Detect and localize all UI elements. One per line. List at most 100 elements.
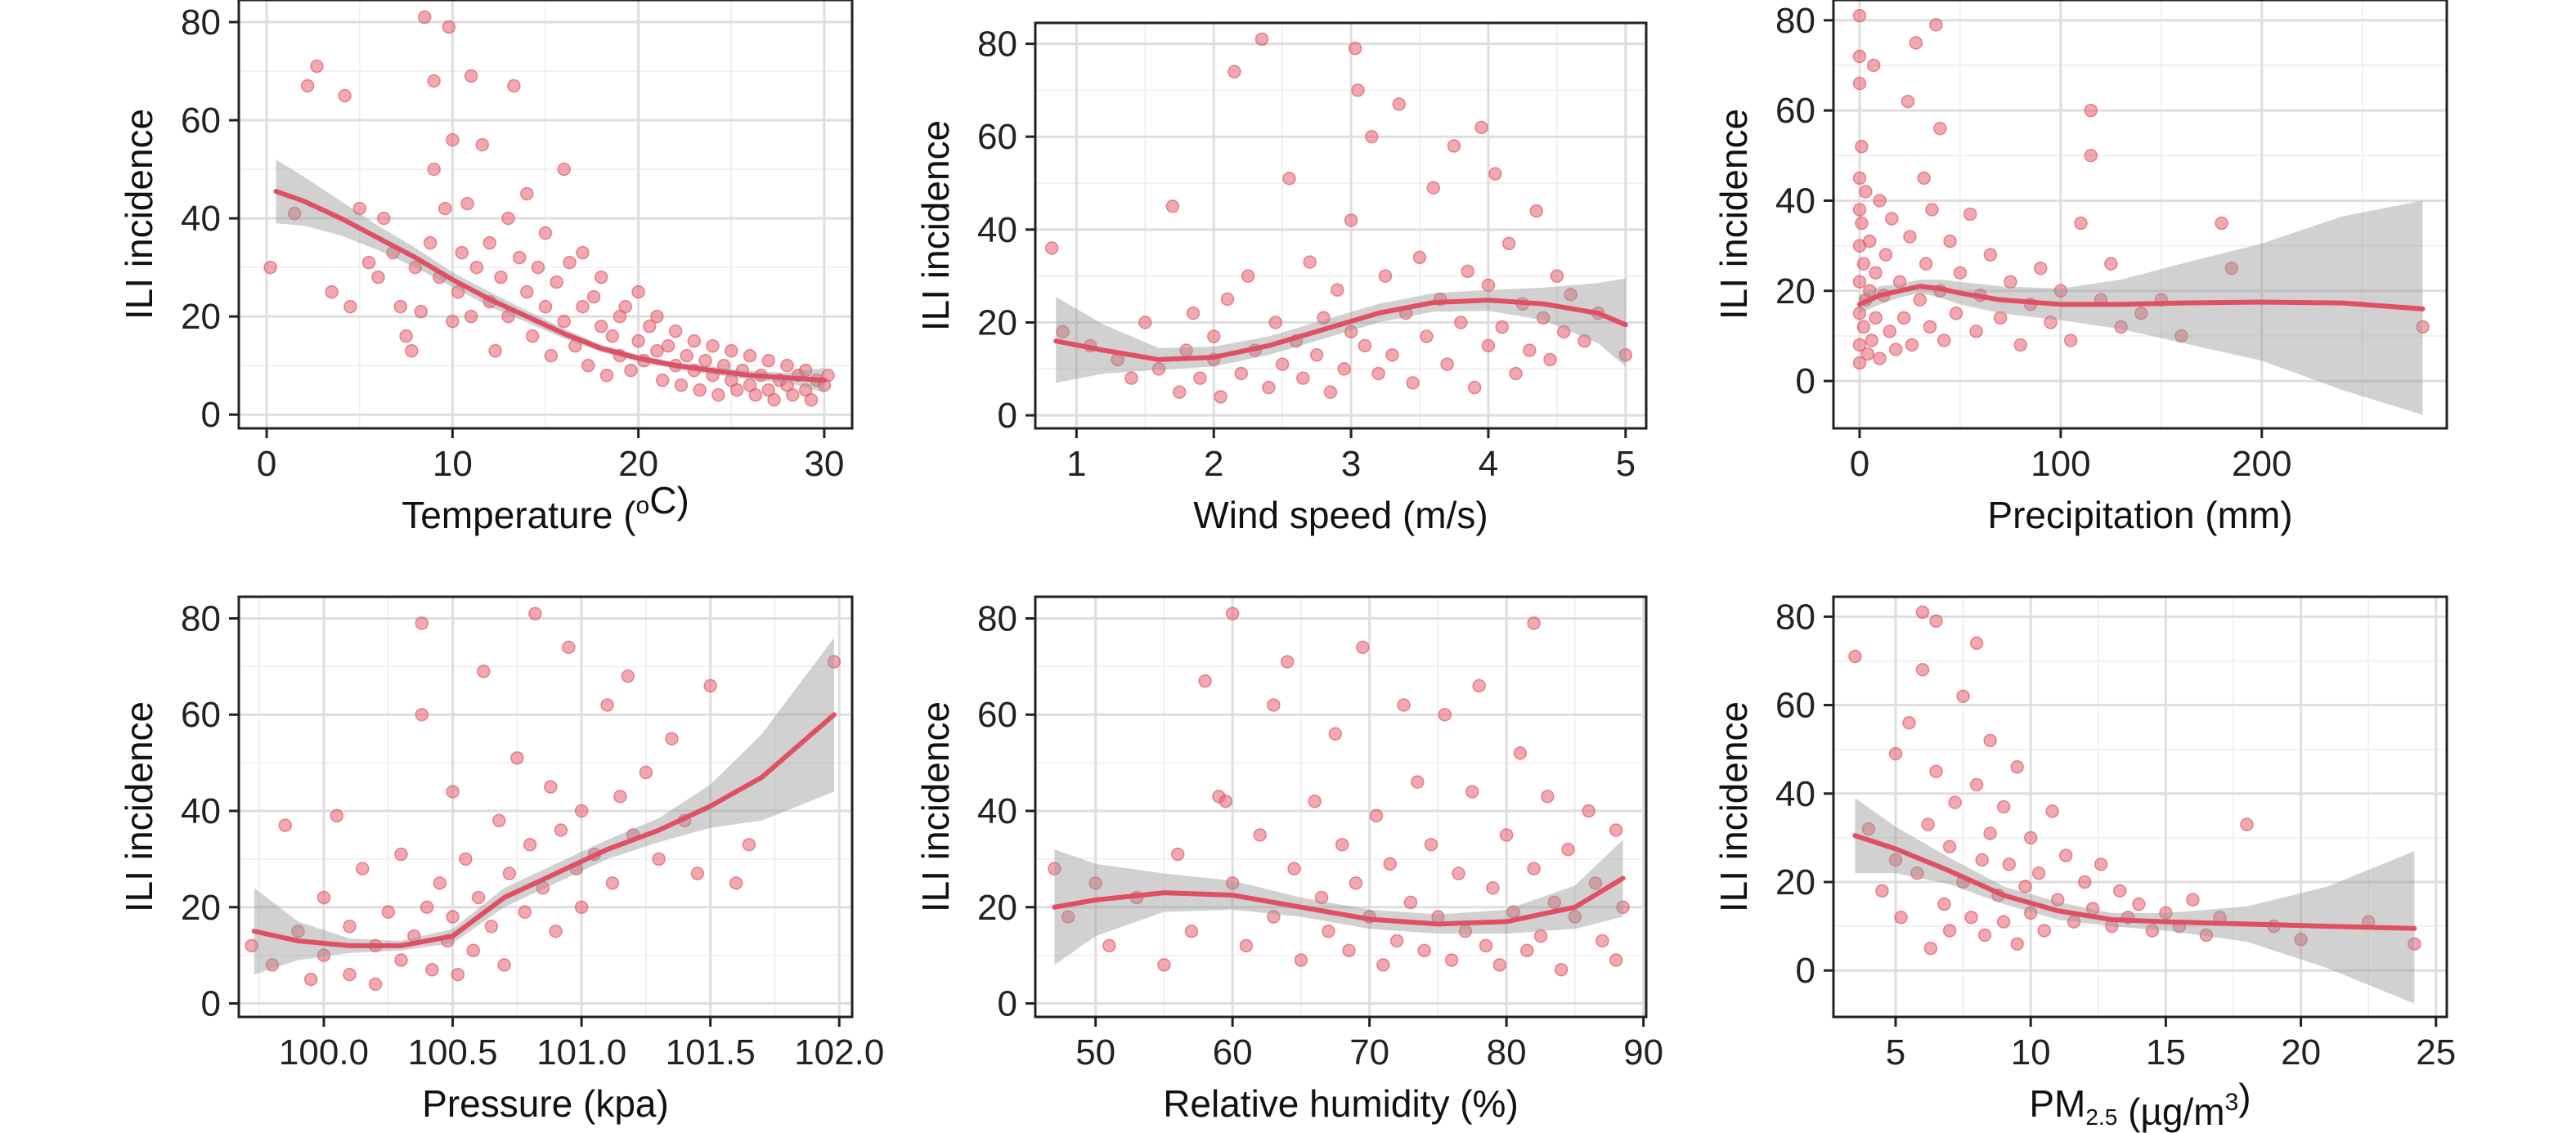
panel-plot-area — [239, 0, 852, 428]
data-point — [1852, 338, 1867, 352]
data-point — [1253, 828, 1267, 842]
x-tick-label: 20 — [2281, 1032, 2321, 1073]
data-point — [2044, 316, 2058, 329]
data-point — [639, 765, 653, 780]
data-point — [1294, 953, 1308, 967]
data-point — [650, 309, 664, 324]
data-point — [1501, 236, 1516, 251]
x-axis-label-part: Wind speed (m/s) — [1193, 494, 1488, 536]
data-point — [665, 732, 679, 746]
data-point — [2031, 866, 2046, 880]
data-point — [1417, 943, 1431, 957]
y-tick-label: 60 — [181, 101, 221, 141]
data-point — [1577, 334, 1591, 348]
data-point — [1349, 876, 1363, 890]
data-point — [1454, 316, 1468, 329]
data-point — [1969, 636, 1984, 651]
data-point — [1888, 343, 1903, 356]
panel-6: 5 10 15 20 25 0 20 40 60 80 PM2.5 (µg/m3) ILI incid… — [1712, 595, 2456, 1133]
data-point — [1523, 343, 1537, 357]
data-point — [742, 837, 756, 852]
data-point — [2010, 937, 2024, 951]
data-point — [1937, 897, 1951, 911]
data-point — [1915, 663, 1930, 677]
data-point — [618, 299, 632, 314]
data-point — [1618, 347, 1633, 362]
data-point — [1983, 826, 1997, 840]
data-point — [1855, 216, 1869, 231]
x-axis-label-part: PM — [2029, 1082, 2085, 1125]
data-point — [469, 260, 484, 275]
data-point — [1461, 264, 1475, 279]
smooth-line — [1852, 833, 2417, 931]
data-point — [1969, 325, 1983, 338]
data-point — [1314, 890, 1329, 905]
data-point — [748, 387, 763, 402]
data-point — [1852, 9, 1867, 23]
data-point — [1861, 822, 1876, 836]
y-tick-label: 40 — [977, 791, 1017, 831]
data-point — [1465, 785, 1479, 799]
data-point — [581, 358, 595, 373]
data-point — [1910, 866, 1924, 880]
smooth-line — [1856, 284, 2426, 311]
data-point — [371, 270, 385, 284]
data-point — [1509, 366, 1523, 381]
smooth-line — [1052, 876, 1626, 927]
x-tick-label: 50 — [1075, 1032, 1115, 1073]
y-tick-label: 60 — [977, 695, 1017, 735]
data-point — [703, 678, 717, 693]
panel-1: 0 10 20 30 0 20 40 60 80 Temperature (oC) ILI inci… — [118, 0, 854, 536]
data-point — [563, 255, 577, 270]
data-point — [1411, 775, 1425, 789]
data-point — [1254, 32, 1269, 47]
data-point — [1848, 649, 1862, 664]
data-point — [291, 924, 305, 938]
y-tick-label: 60 — [1775, 91, 1815, 131]
data-point — [1564, 288, 1577, 302]
data-point — [767, 392, 781, 407]
data-point — [278, 818, 292, 832]
data-point — [557, 314, 571, 329]
data-point — [1342, 943, 1356, 957]
data-point — [693, 383, 707, 397]
data-point — [1533, 929, 1548, 943]
data-point — [377, 211, 391, 226]
data-point — [1956, 689, 1970, 703]
data-point — [1527, 616, 1541, 630]
data-point — [2112, 884, 2127, 898]
data-point — [2053, 284, 2068, 298]
y-tick-label: 20 — [1775, 862, 1815, 902]
data-point — [1953, 266, 1968, 280]
data-point — [501, 211, 515, 226]
data-point — [544, 348, 559, 363]
data-point — [655, 373, 670, 387]
data-point — [1859, 185, 1873, 199]
data-point — [1536, 311, 1551, 325]
data-point — [729, 876, 743, 890]
x-tick-label: 20 — [618, 444, 658, 484]
data-point — [605, 329, 620, 343]
data-point — [423, 235, 438, 250]
data-point — [1323, 385, 1338, 399]
x-tick-label: 5 — [1616, 444, 1636, 484]
data-point — [1852, 49, 1867, 64]
data-point — [1933, 121, 1947, 136]
data-point — [1996, 799, 2011, 814]
data-point — [1392, 97, 1407, 111]
y-tick-label: 80 — [977, 25, 1017, 65]
data-point — [446, 785, 460, 799]
data-point — [827, 655, 841, 669]
data-point — [2063, 334, 2078, 347]
data-point — [711, 387, 725, 402]
data-point — [1198, 674, 1212, 688]
data-point — [1262, 380, 1276, 395]
data-point — [438, 201, 452, 216]
x-axis-label-part: Precipitation (mm) — [1987, 494, 2292, 536]
data-point — [343, 967, 357, 982]
data-point — [531, 260, 545, 275]
data-point — [1883, 325, 1897, 338]
data-point — [605, 876, 620, 890]
data-point — [1977, 928, 1992, 943]
data-point — [538, 226, 553, 240]
